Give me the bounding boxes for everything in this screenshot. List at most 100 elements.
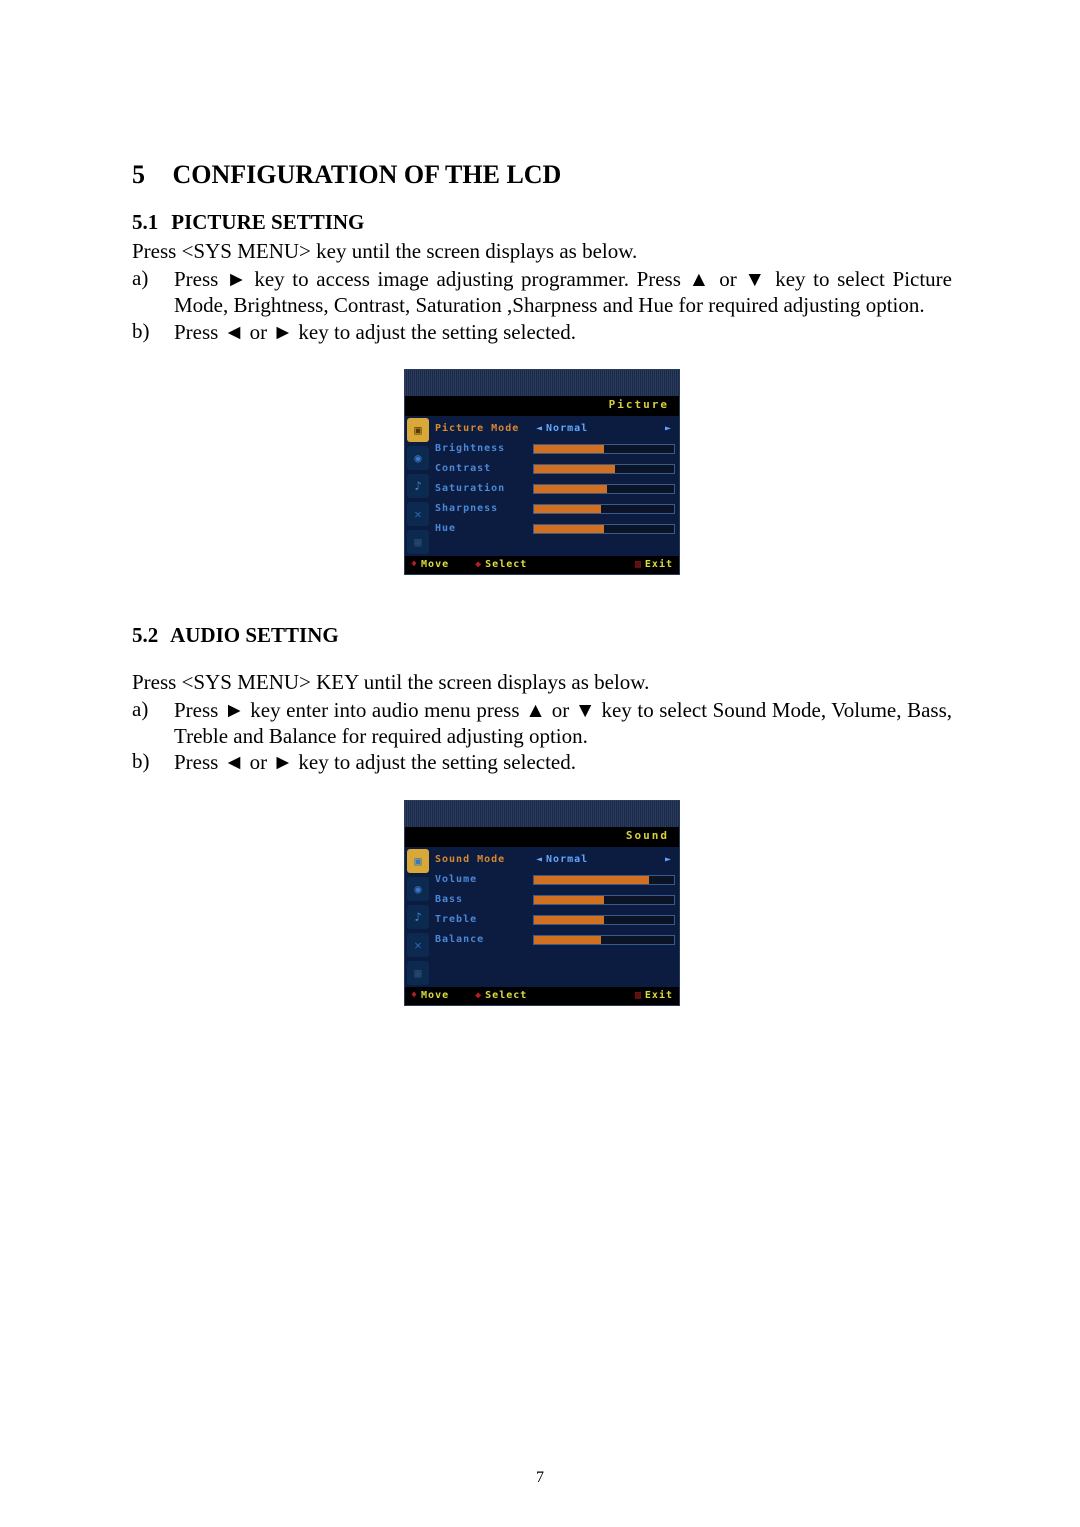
section-5-2-title: AUDIO SETTING (170, 623, 339, 647)
step-5-1-a: a) Press ► key to access image adjusting… (132, 266, 952, 319)
step-marker: b) (132, 749, 150, 774)
footer-select: ◆Select (475, 559, 527, 570)
step-5-2-a: a) Press ► key enter into audio menu pre… (132, 697, 952, 750)
step-marker: b) (132, 319, 150, 344)
updown-icon: ♦ (411, 559, 418, 570)
section-5-1-number: 5.1 (132, 210, 166, 235)
section-5-1-intro: Press <SYS MENU> key until the screen di… (132, 239, 952, 264)
step-marker: a) (132, 266, 148, 291)
osd-slider-fill (534, 936, 601, 944)
osd-row: Saturation (433, 479, 675, 499)
osd-slider (533, 935, 675, 945)
updown-icon: ♦ (411, 990, 418, 1001)
osd-slider-fill (534, 445, 604, 453)
osd-slider (533, 875, 675, 885)
osd-side-icon: ◉ (407, 446, 429, 470)
section-5-1-heading: 5.1 PICTURE SETTING (132, 210, 952, 235)
footer-move: ♦Move (411, 559, 449, 570)
section-5-2-number: 5.2 (132, 623, 166, 648)
osd-row-label: Bass (433, 894, 533, 905)
osd-rows: Sound Mode◄Normal ► Volume Bass Treble Balanc… (431, 847, 679, 987)
osd-side-icon: ▣ (407, 849, 429, 873)
step-text: Press ◄ or ► key to adjust the setting s… (174, 749, 952, 775)
osd-row-label: Hue (433, 523, 533, 534)
footer-move: ♦Move (411, 990, 449, 1001)
manual-page: 5 CONFIGURATION OF THE LCD 5.1 PICTURE S… (0, 0, 1080, 1527)
osd-row-value: ◄Normal ► (533, 854, 675, 865)
osd-row: Sharpness (433, 499, 675, 519)
osd-row-label: Volume (433, 874, 533, 885)
sound-osd-menu: Sound ▣◉♪✕▦ Sound Mode◄Normal►VolumeBass… (404, 800, 680, 1006)
osd-side-icon: ✕ (407, 933, 429, 957)
section-5-1-steps: a) Press ► key to access image adjusting… (132, 266, 952, 345)
footer-exit: ▥Exit (635, 559, 673, 570)
osd-slider (533, 484, 675, 494)
right-arrow-icon: ► (665, 423, 672, 434)
osd-slider-fill (534, 525, 604, 533)
osd-slider-fill (534, 876, 649, 884)
osd-slider-fill (534, 505, 601, 513)
osd-side-icon: ◉ (407, 877, 429, 901)
osd-noise-bar (405, 801, 679, 827)
osd-side-icon: ♪ (407, 905, 429, 929)
osd-slider (533, 895, 675, 905)
step-5-2-b: b) Press ◄ or ► key to adjust the settin… (132, 749, 952, 775)
step-marker: a) (132, 697, 148, 722)
left-arrow-icon: ◄ (536, 854, 543, 865)
osd-row: Brightness (433, 439, 675, 459)
section-5-2-heading: 5.2 AUDIO SETTING (132, 623, 952, 648)
osd-footer: ♦Move ◆Select ▥Exit (405, 987, 679, 1005)
osd-row-label: Picture Mode (433, 423, 533, 434)
osd-row-label: Saturation (433, 483, 533, 494)
chapter-number: 5 (132, 160, 166, 190)
osd-row-label: Sharpness (433, 503, 533, 514)
osd-noise-bar (405, 370, 679, 396)
step-text: Press ► key to access image adjusting pr… (174, 266, 952, 319)
osd-slider-fill (534, 465, 615, 473)
osd-body: ▣ ◉ ♪ ✕ ▦ Picture Mode◄Normal ► Brightness Cont… (405, 416, 679, 556)
step-text: Press ► key enter into audio menu press … (174, 697, 952, 750)
osd-slider (533, 464, 675, 474)
osd-row-label: Treble (433, 914, 533, 925)
menu-icon: ▥ (635, 990, 642, 1001)
right-arrow-icon: ► (665, 854, 672, 865)
osd-side-icon: ▦ (407, 961, 429, 985)
osd-row: Sound Mode◄Normal ► (433, 850, 675, 870)
osd-icon-column: ▣ ◉ ♪ ✕ ▦ (405, 416, 431, 556)
chapter-title: CONFIGURATION OF THE LCD (173, 160, 562, 189)
osd-row-label: Contrast (433, 463, 533, 474)
osd-row: Treble (433, 910, 675, 930)
step-text: Press ◄ or ► key to adjust the setting s… (174, 319, 952, 345)
osd-header: Picture (405, 396, 679, 416)
osd-slider-fill (534, 916, 604, 924)
osd-body: ▣ ◉ ♪ ✕ ▦ Sound Mode◄Normal ► Volume Bass Treble… (405, 847, 679, 987)
osd-slider (533, 524, 675, 534)
osd-slider (533, 444, 675, 454)
menu-icon: ▥ (635, 559, 642, 570)
mode-text: Normal (546, 854, 588, 865)
osd-row-value: ◄Normal ► (533, 423, 675, 434)
osd-icon-column: ▣ ◉ ♪ ✕ ▦ (405, 847, 431, 987)
osd-side-icon: ♪ (407, 474, 429, 498)
leftright-icon: ◆ (475, 990, 482, 1001)
osd-slider (533, 915, 675, 925)
osd-row: Contrast (433, 459, 675, 479)
osd-side-icon: ▣ (407, 418, 429, 442)
section-5-2-steps: a) Press ► key enter into audio menu pre… (132, 697, 952, 776)
osd-row-label: Sound Mode (433, 854, 533, 865)
osd-slider (533, 504, 675, 514)
osd-row: Hue (433, 519, 675, 539)
chapter-heading: 5 CONFIGURATION OF THE LCD (132, 160, 952, 190)
mode-text: Normal (546, 423, 588, 434)
osd-footer: ♦Move ◆Select ▥Exit (405, 556, 679, 574)
footer-select: ◆Select (475, 990, 527, 1001)
page-number: 7 (0, 1469, 1080, 1487)
osd-side-icon: ✕ (407, 502, 429, 526)
osd-slider-fill (534, 485, 607, 493)
section-5-1-title: PICTURE SETTING (171, 210, 364, 234)
osd-side-icon: ▦ (407, 530, 429, 554)
footer-exit: ▥Exit (635, 990, 673, 1001)
osd-slider-fill (534, 896, 604, 904)
left-arrow-icon: ◄ (536, 423, 543, 434)
osd-row-label: Balance (433, 934, 533, 945)
